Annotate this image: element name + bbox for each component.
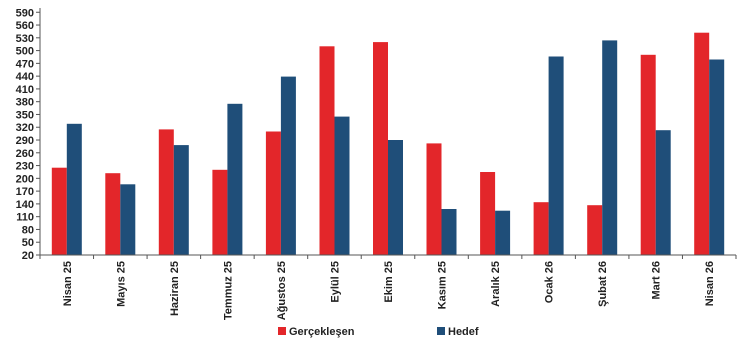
- x-tick-label-aralik-25: Aralık 25: [490, 261, 502, 307]
- bar-gerceklesen-ekim-25: [373, 42, 388, 255]
- y-tick-label: 410: [16, 84, 34, 96]
- bar-hedef-nisan-25: [66, 123, 82, 255]
- bar-gerceklesen-subat-26: [587, 205, 603, 255]
- y-tick-label: 50: [22, 237, 34, 249]
- bar-gerceklesen-agustos-25: [265, 131, 281, 255]
- bar-hedef-nisan-26: [709, 59, 725, 255]
- y-tick-label: 230: [16, 161, 34, 173]
- bars: [51, 32, 725, 256]
- y-tick-label: 530: [16, 33, 34, 45]
- bar-hedef-temmuz-25: [227, 103, 243, 255]
- x-tick-label-haziran-25: Haziran 25: [169, 261, 181, 316]
- y-axis-ticks: 2050801101401702002302602903203503804104…: [16, 7, 40, 262]
- y-tick-label: 170: [16, 186, 34, 198]
- x-tick-label-mart-26: Mart 26: [651, 261, 663, 300]
- bar-gerceklesen-kasim-25: [426, 143, 442, 255]
- bar-hedef-ekim-25: [388, 140, 403, 255]
- y-tick-label: 80: [22, 224, 34, 236]
- y-tick-label: 350: [16, 109, 34, 121]
- x-tick-label-subat-26: Şubat 26: [597, 261, 609, 307]
- x-tick-label-temmuz-25: Temmuz 25: [222, 261, 234, 320]
- legend-swatch-gerceklesen: [278, 327, 286, 335]
- y-tick-label: 110: [16, 212, 34, 224]
- bar-gerceklesen-haziran-25: [158, 129, 174, 255]
- bar-gerceklesen-mart-26: [640, 54, 656, 255]
- y-tick-label: 470: [16, 58, 34, 70]
- bar-gerceklesen-eylul-25: [319, 46, 335, 255]
- bar-hedef-ocak-26: [548, 56, 564, 255]
- bar-gerceklesen-nisan-25: [51, 167, 67, 255]
- legend-label-gerceklesen: Gerçekleşen: [289, 326, 355, 338]
- bar-gerceklesen-mayis-25: [105, 173, 121, 255]
- x-tick-label-kasim-25: Kasım 25: [437, 261, 449, 309]
- y-tick-label: 320: [16, 122, 34, 134]
- legend: Gerçekleşen Hedef: [278, 326, 479, 338]
- bar-gerceklesen-nisan-26: [694, 32, 710, 256]
- x-tick-label-eylul-25: Eylül 25: [329, 261, 341, 303]
- y-tick-label: 260: [16, 148, 34, 160]
- bar-hedef-agustos-25: [280, 76, 296, 255]
- y-tick-label: 290: [16, 135, 34, 147]
- bar-hedef-haziran-25: [173, 145, 189, 255]
- axes: [39, 8, 736, 256]
- bar-hedef-aralik-25: [495, 210, 511, 255]
- y-tick-label: 380: [16, 97, 34, 109]
- y-tick-label: 20: [22, 250, 34, 262]
- x-tick-label-nisan-25: Nisan 25: [62, 261, 74, 306]
- bar-hedef-eylul-25: [334, 116, 350, 255]
- bar-gerceklesen-ocak-26: [533, 202, 549, 255]
- bar-gerceklesen-aralik-25: [480, 172, 496, 255]
- y-tick-label: 200: [16, 173, 34, 185]
- y-tick-label: 140: [16, 199, 34, 211]
- y-tick-label: 440: [16, 71, 34, 83]
- bar-hedef-mayis-25: [120, 184, 136, 255]
- x-tick-label-nisan-26: Nisan 26: [704, 261, 716, 306]
- legend-label-hedef: Hedef: [448, 326, 479, 338]
- x-tick-label-agustos-25: Ağustos 25: [276, 261, 288, 320]
- legend-swatch-hedef: [437, 327, 445, 335]
- x-axis-ticks: Nisan 25 Mayıs 25 Haziran 25 Temmuz 25 Ağust…: [39, 255, 737, 320]
- bar-hedef-subat-26: [602, 40, 618, 256]
- x-tick-label-ocak-26: Ocak 26: [544, 261, 556, 303]
- bar-hedef-kasim-25: [441, 209, 457, 255]
- bar-gerceklesen-temmuz-25: [212, 169, 228, 255]
- y-tick-label: 500: [16, 46, 34, 58]
- x-tick-label-mayis-25: Mayıs 25: [115, 261, 127, 307]
- y-tick-label: 560: [16, 20, 34, 32]
- bar-hedef-mart-26: [655, 130, 671, 255]
- y-tick-label: 590: [16, 7, 34, 19]
- x-tick-label-ekim-25: Ekim 25: [383, 261, 395, 303]
